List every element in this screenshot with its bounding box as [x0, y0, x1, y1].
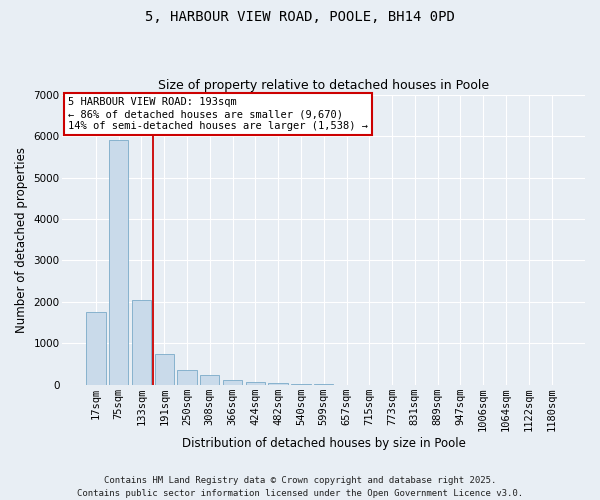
Bar [132, 300, 151, 385]
Text: 5 HARBOUR VIEW ROAD: 193sqm
← 86% of detached houses are smaller (9,670)
14% of : 5 HARBOUR VIEW ROAD: 193sqm ← 86% of det… [68, 98, 368, 130]
Bar [109, 140, 128, 385]
Y-axis label: Number of detached properties: Number of detached properties [15, 146, 28, 332]
Bar [86, 312, 106, 385]
Bar [268, 383, 288, 385]
Bar [155, 354, 174, 385]
Text: Contains HM Land Registry data © Crown copyright and database right 2025.
Contai: Contains HM Land Registry data © Crown c… [77, 476, 523, 498]
Bar [291, 384, 311, 385]
X-axis label: Distribution of detached houses by size in Poole: Distribution of detached houses by size … [182, 437, 466, 450]
Bar [245, 382, 265, 385]
Bar [314, 384, 334, 385]
Bar [178, 370, 197, 385]
Title: Size of property relative to detached houses in Poole: Size of property relative to detached ho… [158, 79, 489, 92]
Text: 5, HARBOUR VIEW ROAD, POOLE, BH14 0PD: 5, HARBOUR VIEW ROAD, POOLE, BH14 0PD [145, 10, 455, 24]
Bar [200, 376, 220, 385]
Bar [223, 380, 242, 385]
